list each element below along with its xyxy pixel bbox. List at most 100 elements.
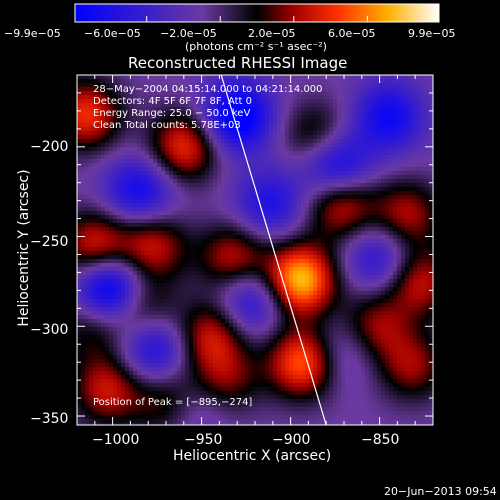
- heatmap-cell: [253, 127, 258, 132]
- heatmap-cell: [321, 291, 326, 296]
- heatmap-cell: [149, 187, 154, 192]
- heatmap-cell: [125, 295, 130, 300]
- heatmap-cell: [85, 235, 90, 240]
- heatmap-cell: [293, 135, 298, 140]
- heatmap-cell: [197, 215, 202, 220]
- heatmap-cell: [165, 203, 170, 208]
- heatmap-cell: [413, 215, 418, 220]
- heatmap-cell: [157, 223, 162, 228]
- heatmap-cell: [137, 279, 142, 284]
- heatmap-cell: [125, 219, 130, 224]
- heatmap-cell: [421, 215, 426, 220]
- heatmap-cell: [177, 139, 182, 144]
- heatmap-cell: [141, 167, 146, 172]
- heatmap-cell: [317, 203, 322, 208]
- heatmap-cell: [361, 291, 366, 296]
- heatmap-cell: [385, 191, 390, 196]
- heatmap-cell: [425, 243, 430, 248]
- heatmap-cell: [405, 147, 410, 152]
- heatmap-cell: [417, 171, 422, 176]
- heatmap-cell: [225, 291, 230, 296]
- heatmap-cell: [353, 279, 358, 284]
- heatmap-cell: [277, 191, 282, 196]
- heatmap-cell: [285, 243, 290, 248]
- heatmap-cell: [201, 99, 206, 104]
- heatmap-cell: [377, 255, 382, 260]
- heatmap-cell: [185, 159, 190, 164]
- heatmap-cell: [89, 155, 94, 160]
- heatmap-cell: [157, 111, 162, 116]
- heatmap-cell: [145, 179, 150, 184]
- heatmap-cell: [85, 211, 90, 216]
- heatmap-cell: [117, 263, 122, 268]
- heatmap-cell: [405, 243, 410, 248]
- heatmap-cell: [241, 207, 246, 212]
- heatmap-cell: [397, 243, 402, 248]
- heatmap-cell: [321, 191, 326, 196]
- heatmap-cell: [81, 171, 86, 176]
- heatmap-cell: [165, 111, 170, 116]
- heatmap-cell: [173, 163, 178, 168]
- heatmap-cell: [121, 255, 126, 260]
- heatmap-cell: [265, 207, 270, 212]
- heatmap-cell: [293, 127, 298, 132]
- heatmap-cell: [357, 115, 362, 120]
- heatmap-cell: [133, 183, 138, 188]
- heatmap-cell: [429, 295, 433, 300]
- heatmap-cell: [289, 275, 294, 280]
- heatmap-cell: [397, 251, 402, 256]
- heatmap-cell: [201, 287, 206, 292]
- heatmap-cell: [297, 255, 302, 260]
- heatmap-cell: [109, 287, 114, 292]
- heatmap-cell: [81, 107, 86, 112]
- heatmap-cell: [429, 123, 433, 128]
- heatmap-cell: [277, 111, 282, 116]
- heatmap-cell: [177, 251, 182, 256]
- heatmap-cell: [165, 227, 170, 232]
- heatmap-cell: [325, 195, 330, 200]
- heatmap-cell: [149, 235, 154, 240]
- heatmap-cell: [225, 231, 230, 236]
- heatmap-cell: [85, 191, 90, 196]
- heatmap-cell: [81, 287, 86, 292]
- heatmap-cell: [369, 219, 374, 224]
- heatmap-cell: [345, 267, 350, 272]
- heatmap-cell: [369, 91, 374, 96]
- heatmap-cell: [189, 75, 194, 80]
- heatmap-cell: [105, 95, 110, 100]
- heatmap-cell: [405, 155, 410, 160]
- heatmap-cell: [257, 147, 262, 152]
- heatmap-cell: [353, 143, 358, 148]
- heatmap-cell: [237, 243, 242, 248]
- heatmap-cell: [225, 131, 230, 136]
- heatmap-cell: [357, 123, 362, 128]
- heatmap-cell: [381, 95, 386, 100]
- heatmap-cell: [181, 283, 186, 288]
- heatmap-cell: [93, 199, 98, 204]
- heatmap-cell: [169, 187, 174, 192]
- heatmap-cell: [225, 275, 230, 280]
- heatmap-cell: [309, 107, 314, 112]
- heatmap-cell: [353, 151, 358, 156]
- heatmap-cell: [225, 183, 230, 188]
- heatmap-cell: [421, 139, 426, 144]
- heatmap-cell: [285, 159, 290, 164]
- heatmap-cell: [293, 119, 298, 124]
- heatmap-cell: [293, 171, 298, 176]
- heatmap-cell: [233, 239, 238, 244]
- heatmap-cell: [221, 259, 226, 264]
- heatmap-cell: [401, 171, 406, 176]
- heatmap-cell: [181, 179, 186, 184]
- heatmap-cell: [197, 79, 202, 84]
- heatmap-cell: [129, 75, 134, 80]
- heatmap-cell: [149, 207, 154, 212]
- heatmap-cell: [133, 83, 138, 88]
- heatmap-cell: [213, 103, 218, 108]
- heatmap-cell: [325, 171, 330, 176]
- heatmap-cell: [397, 123, 402, 128]
- heatmap-cell: [261, 103, 266, 108]
- heatmap-cell: [333, 207, 338, 212]
- heatmap-cell: [293, 191, 298, 196]
- heatmap-cell: [165, 95, 170, 100]
- heatmap-cell: [429, 191, 433, 196]
